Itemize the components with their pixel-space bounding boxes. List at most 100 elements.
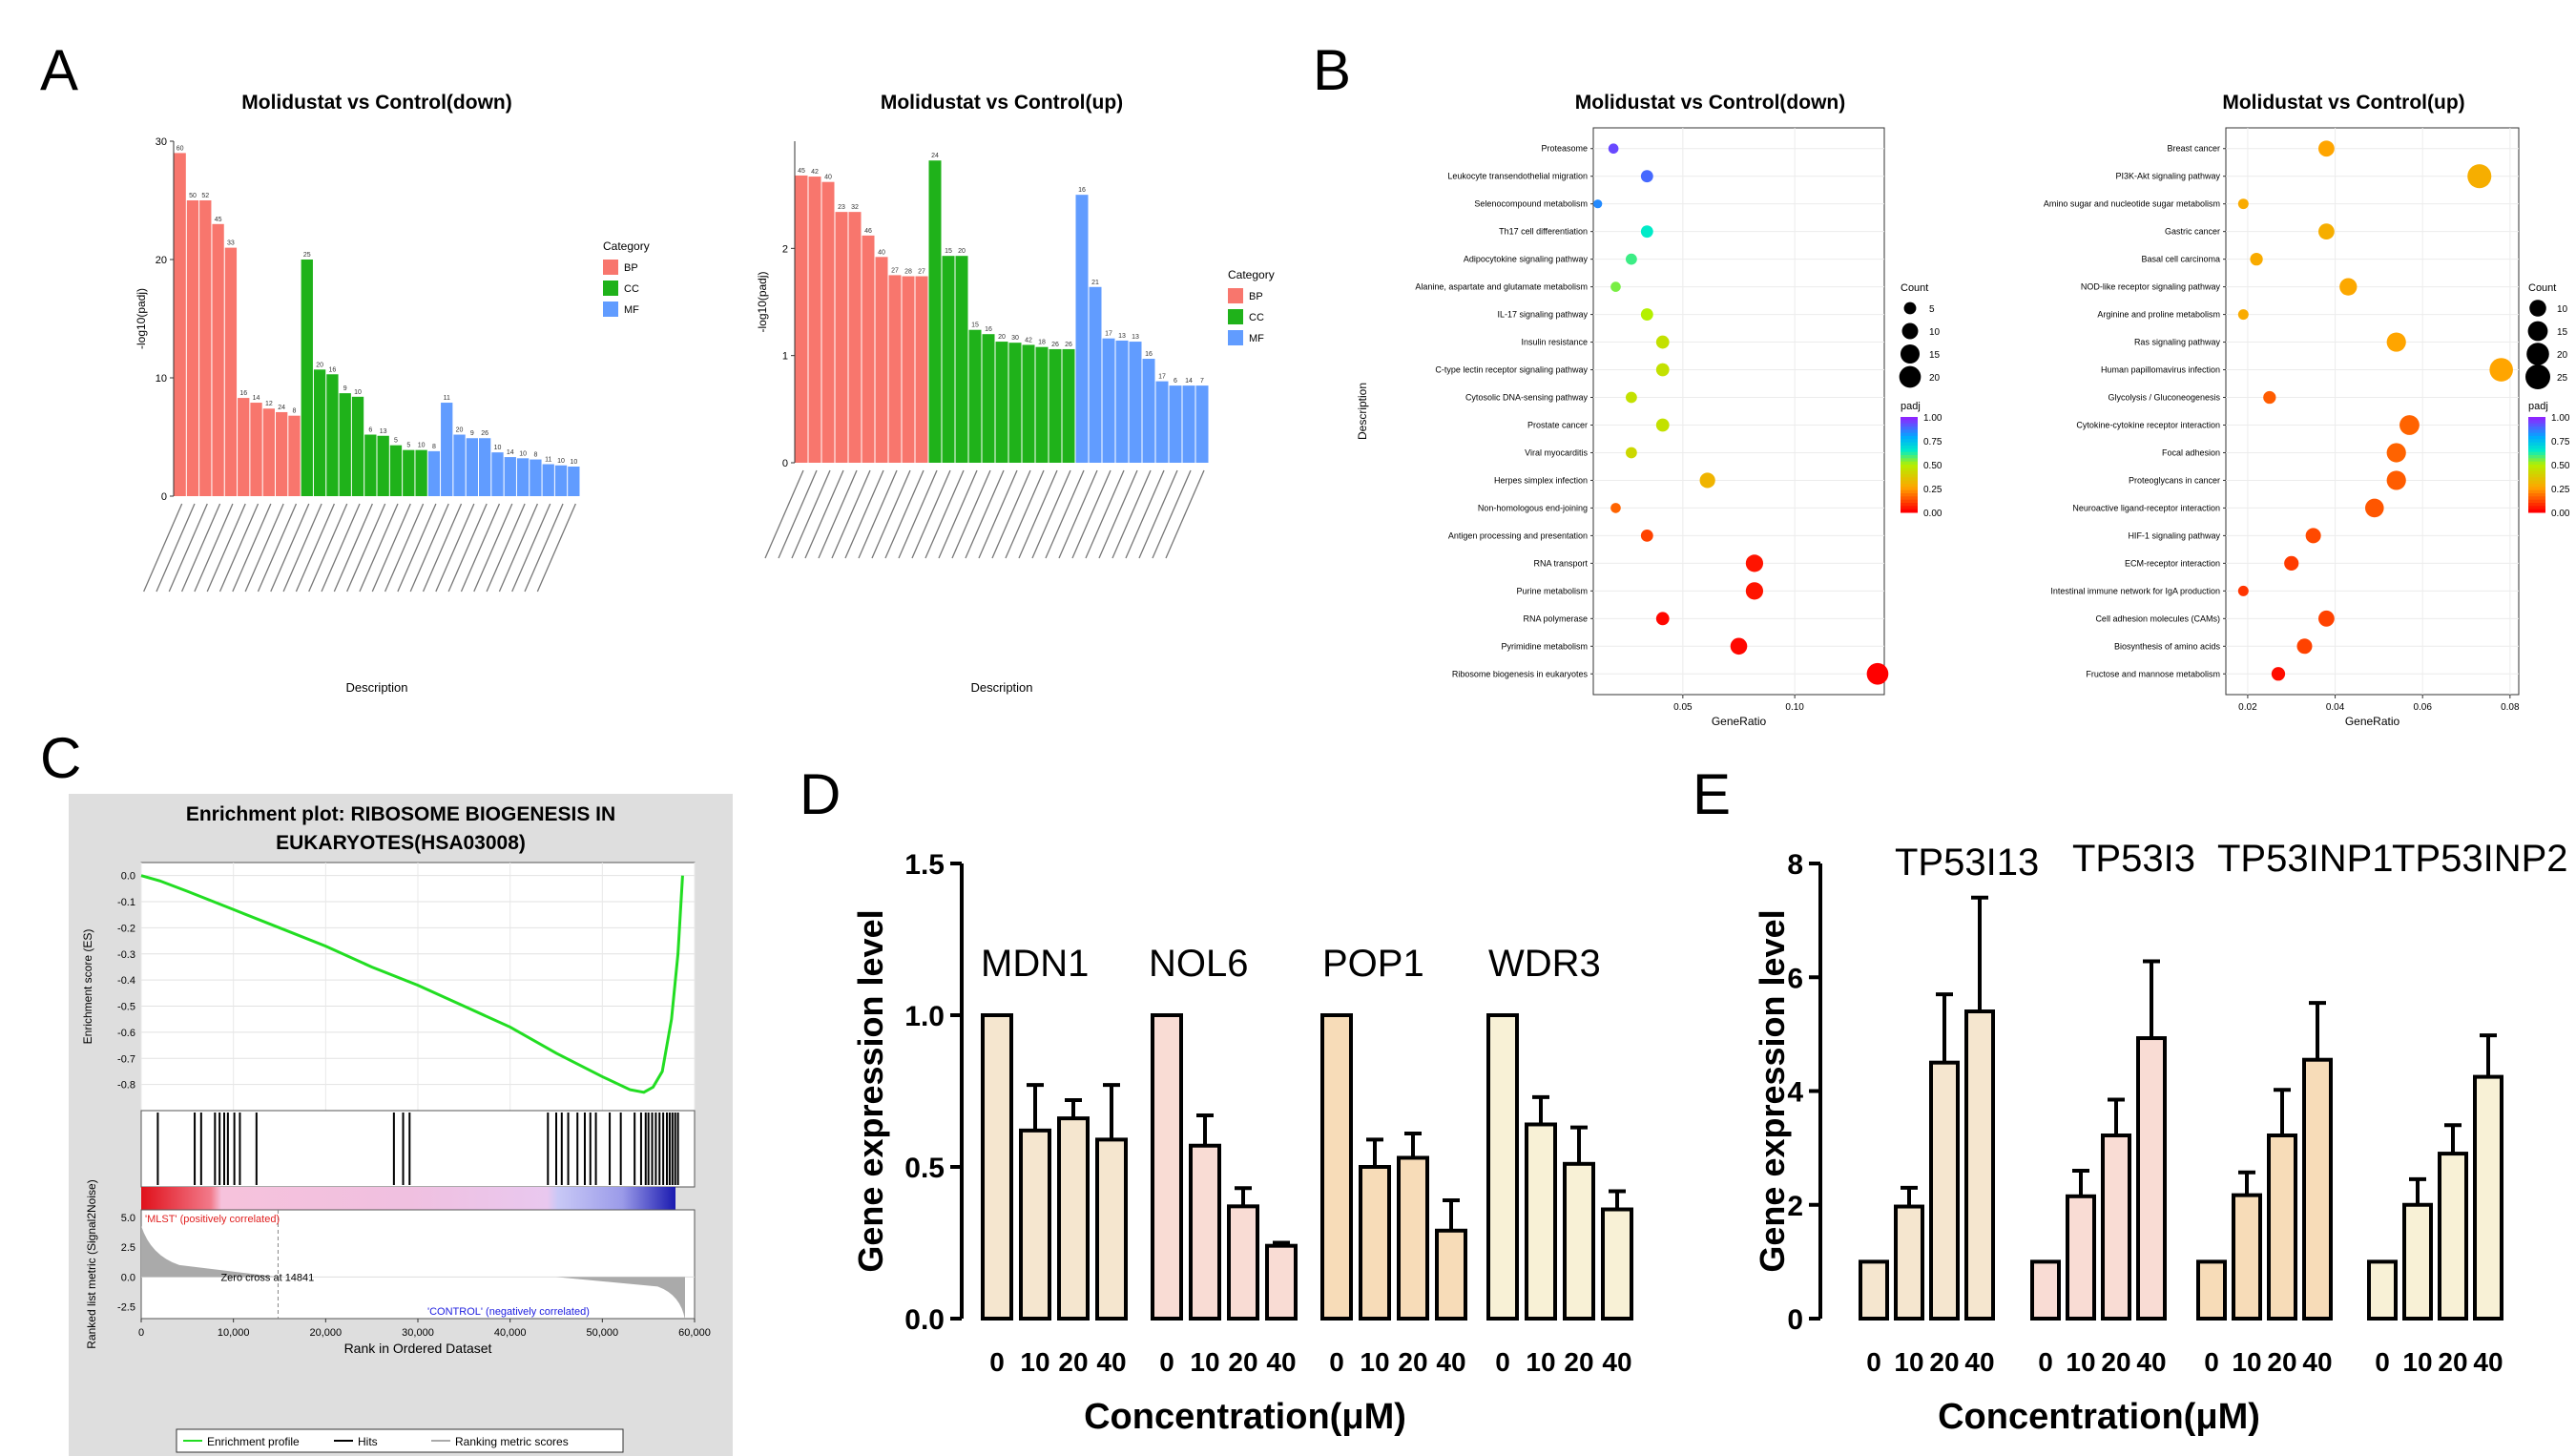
legend-swatch — [1228, 330, 1243, 345]
legend-label: Hits — [358, 1435, 378, 1448]
bar — [1075, 195, 1089, 463]
x-tick-label — [308, 503, 348, 593]
bar — [504, 457, 516, 496]
bar-data-label: 15 — [945, 248, 952, 255]
color-legend-bar — [1901, 493, 1918, 497]
term-label: Cell adhesion molecules (CAMs) — [2095, 614, 2220, 623]
x-tick-label — [143, 503, 183, 593]
legend-label: Enrichment profile — [207, 1435, 300, 1448]
size-legend-dot — [2527, 321, 2548, 342]
x-tick-label — [409, 503, 449, 593]
x-tick-label — [884, 469, 924, 559]
x-tick-label — [511, 503, 551, 593]
bar — [875, 257, 888, 463]
color-legend-bar — [2528, 477, 2545, 482]
bar — [1397, 1155, 1429, 1321]
dot — [2489, 358, 2513, 382]
bar — [1062, 348, 1075, 463]
x-tick-label: 40 — [1602, 1347, 1631, 1377]
x-tick-label — [346, 503, 386, 593]
x-tick-label — [180, 503, 221, 593]
dot — [2305, 528, 2321, 544]
bar-data-label: 14 — [253, 395, 260, 402]
dot — [1593, 199, 1603, 209]
bar — [1486, 1013, 1519, 1321]
bar-data-label: 30 — [1011, 335, 1019, 342]
x-tick-label — [257, 503, 298, 593]
term-label: Prostate cancer — [1527, 420, 1588, 429]
dot — [1655, 335, 1670, 349]
bar-data-label: 23 — [838, 204, 845, 211]
color-legend-bar — [2528, 455, 2545, 459]
bar — [2402, 1202, 2433, 1321]
color-legend-label: 0.50 — [2551, 461, 2570, 471]
bar-data-label: 14 — [1185, 378, 1193, 385]
zero-cross-label: Zero cross at 14841 — [220, 1272, 314, 1283]
legend-label: CC — [1249, 312, 1264, 323]
color-legend-bar — [2528, 461, 2545, 466]
bar-data-label: 10 — [570, 459, 577, 466]
chart-title: Enrichment plot: RIBOSOME BIOGENESIS IN — [186, 803, 615, 825]
color-legend-bar — [2528, 436, 2545, 440]
bar-data-label: 46 — [864, 228, 872, 235]
bar-data-label: 20 — [958, 248, 966, 255]
bar-data-label: 24 — [931, 153, 939, 159]
color-legend-bar — [2528, 423, 2545, 427]
dot — [2317, 140, 2335, 157]
x-tick-label: 20 — [2101, 1347, 2130, 1377]
bar-data-label: 11 — [545, 457, 551, 464]
y-tick-label: 8 — [1787, 849, 1803, 881]
bar — [1227, 1204, 1259, 1321]
x-tick-label — [156, 503, 196, 593]
x-tick-label — [282, 503, 322, 593]
dot — [1745, 582, 1764, 600]
x-axis-title: Description — [970, 680, 1032, 695]
term-label: IL-17 signaling pathway — [1497, 310, 1588, 320]
x-tick-label — [206, 503, 246, 593]
color-legend-bar — [1901, 499, 1918, 504]
bar-data-label: 45 — [215, 217, 222, 223]
x-tick-label — [1152, 469, 1192, 559]
chart-b-up: Molidustat vs Control(up) 0.02 0.04 0.06 0.0… — [2044, 92, 2570, 728]
size-legend-label: 5 — [1929, 304, 1935, 315]
color-legend-bar — [2528, 442, 2545, 447]
color-legend-bar — [2528, 465, 2545, 468]
x-tick-label — [764, 469, 804, 559]
bar — [313, 369, 326, 496]
bar — [174, 153, 186, 496]
x-tick-label: 40 — [2136, 1347, 2166, 1377]
bar-data-label: 27 — [918, 269, 925, 276]
bar — [1049, 348, 1062, 463]
bar — [795, 175, 808, 464]
term-label: Proteoglycans in cancer — [2129, 475, 2220, 485]
color-legend-bar — [1901, 432, 1918, 437]
dot — [2237, 198, 2249, 210]
chart-a-up: Molidustat vs Control(up) 0 1 2 -log10(padj)… — [756, 92, 1275, 695]
x-tick-label — [1031, 469, 1071, 559]
x-tick-label — [1165, 469, 1205, 559]
x-tick-label: 40 — [1266, 1347, 1296, 1377]
x-tick-label — [435, 503, 475, 593]
color-legend-bar — [2528, 470, 2545, 475]
bar-data-label: 10 — [418, 443, 426, 449]
x-tick-label: 20 — [1228, 1347, 1257, 1377]
x-tick-label: 20 — [2438, 1347, 2467, 1377]
term-label: Proteasome — [1541, 144, 1588, 154]
term-label: Fructose and mannose metabolism — [2086, 669, 2220, 678]
x-tick-label — [218, 503, 260, 593]
color-legend-bar — [1901, 487, 1918, 491]
legend-swatch — [603, 260, 618, 275]
x-tick-label: 0 — [138, 1327, 144, 1339]
x-tick-label — [1071, 469, 1111, 559]
bar — [1155, 381, 1169, 463]
x-tick-label — [991, 469, 1031, 559]
x-tick-label — [270, 503, 310, 593]
x-tick-label: 10 — [1190, 1347, 1219, 1377]
bar — [1142, 359, 1155, 463]
bar-data-label: 17 — [1158, 374, 1166, 381]
bar-data-label: 27 — [891, 267, 899, 274]
legend-swatch — [603, 281, 618, 296]
dot — [1608, 143, 1619, 155]
color-legend-bar — [2528, 429, 2545, 434]
y-tick-label: 0 — [1787, 1304, 1803, 1336]
